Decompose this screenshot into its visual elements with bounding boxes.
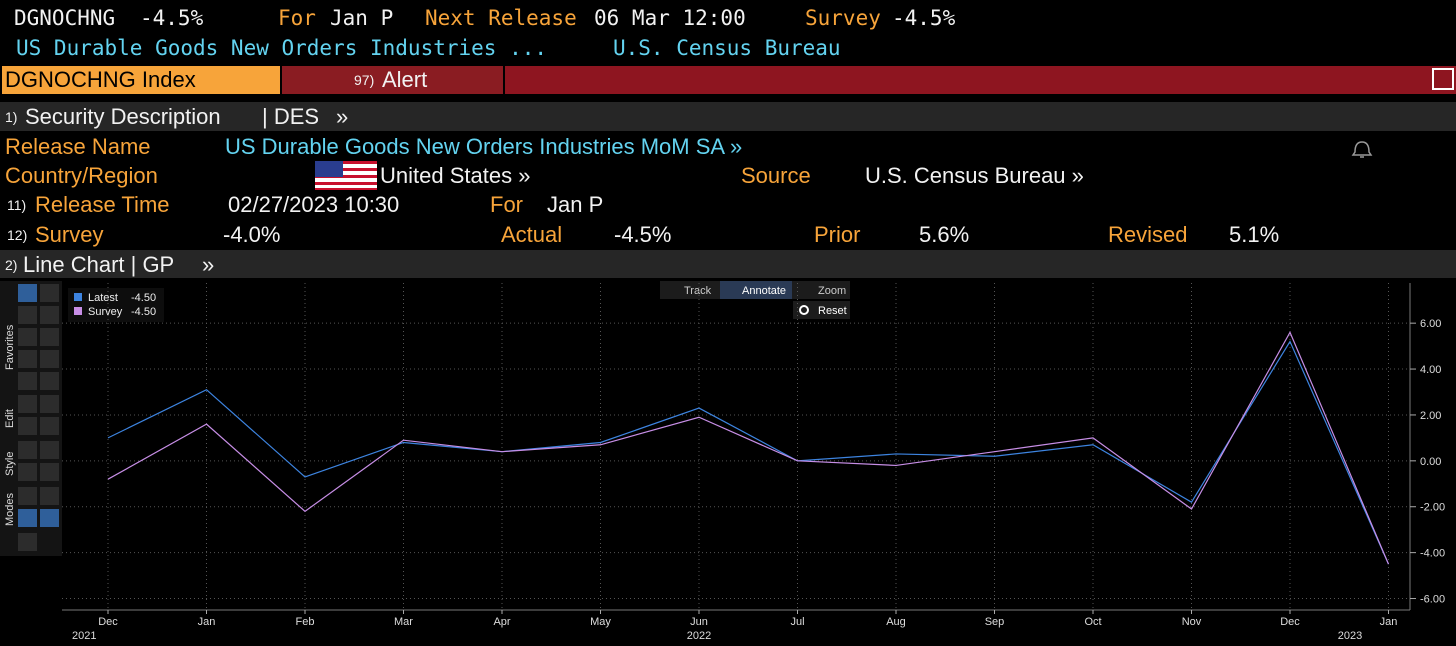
label: Next Release xyxy=(425,6,577,30)
legend-name: Survey xyxy=(88,306,123,318)
menu-number: 12) xyxy=(7,227,28,243)
tab-bar xyxy=(505,66,1456,94)
field-value: -4.5% xyxy=(614,222,672,247)
label: Survey xyxy=(805,6,881,30)
y-tick-label: 4.00 xyxy=(1420,364,1441,376)
field-label: Country/Region xyxy=(5,163,158,188)
legend-name: Latest xyxy=(88,292,118,304)
y-tick-label: 0.00 xyxy=(1420,456,1441,468)
x-tick-label: Aug xyxy=(886,616,906,628)
ticker: DGNOCHNG xyxy=(14,6,116,30)
field-label: For xyxy=(490,192,523,217)
series-line xyxy=(107,330,1390,565)
field-label: Revised xyxy=(1108,222,1188,247)
side-tab[interactable]: Style xyxy=(4,452,16,476)
launch-icon[interactable] xyxy=(1432,68,1454,90)
flag xyxy=(315,161,377,190)
year-label: 2022 xyxy=(687,630,711,642)
y-tick-label: 2.00 xyxy=(1420,410,1441,422)
section-bar xyxy=(0,102,1456,131)
source: U.S. Census Bureau xyxy=(613,36,841,60)
year-label: 2021 xyxy=(72,630,96,642)
legend-value: -4.50 xyxy=(131,292,156,304)
reset-icon xyxy=(799,305,809,315)
security-name: US Durable Goods New Orders Industries .… xyxy=(16,36,548,60)
side-tab[interactable]: Modes xyxy=(4,492,16,526)
x-tick-label: Jun xyxy=(690,616,708,628)
x-tick-label: Mar xyxy=(394,616,413,628)
field-value: 5.1% xyxy=(1229,222,1280,247)
more[interactable]: » xyxy=(336,104,349,129)
field-label: Prior xyxy=(814,222,861,247)
x-tick-label: Oct xyxy=(1084,616,1101,628)
value: Jan P xyxy=(330,6,394,30)
value: -4.5% xyxy=(892,6,956,30)
x-tick-label: Jan xyxy=(1380,616,1398,628)
field-label: Actual xyxy=(501,222,563,247)
x-tick-label: Dec xyxy=(98,616,118,628)
menu-number: 2) xyxy=(5,257,18,273)
x-tick-label: Feb xyxy=(296,616,315,628)
legend-swatch xyxy=(74,307,82,315)
change: -4.5% xyxy=(140,6,204,30)
security-tab-label[interactable]: DGNOCHNG Index xyxy=(5,67,196,92)
field-label: Release Name xyxy=(5,134,151,159)
x-tick-label: Jan xyxy=(198,616,216,628)
label: For xyxy=(278,6,316,30)
y-tick-label: -6.00 xyxy=(1420,594,1445,606)
year-label: 2023 xyxy=(1338,630,1362,642)
x-tick-label: Sep xyxy=(985,616,1005,628)
field-label[interactable]: Release Time xyxy=(35,192,170,217)
security-tab[interactable] xyxy=(2,66,280,94)
field-value[interactable]: US Durable Goods New Orders Industries M… xyxy=(225,134,743,159)
more[interactable]: » xyxy=(202,252,215,277)
x-tick-label: Apr xyxy=(493,616,510,628)
section-title: Security Description xyxy=(25,104,221,129)
field-value[interactable]: U.S. Census Bureau » xyxy=(865,163,1084,188)
side-tab[interactable]: Edit xyxy=(4,409,16,428)
toolbar-zoom[interactable]: Zoom xyxy=(818,285,846,297)
alert-tab[interactable] xyxy=(282,66,503,94)
value: 06 Mar 12:00 xyxy=(594,6,746,30)
y-tick-label: -2.00 xyxy=(1420,502,1445,514)
legend-box xyxy=(68,288,164,322)
bell-icon[interactable] xyxy=(1351,141,1373,158)
y-tick-label: 6.00 xyxy=(1420,318,1441,330)
menu-number: 11) xyxy=(7,197,27,213)
field-label: Source xyxy=(741,163,811,188)
x-tick-label: May xyxy=(590,616,611,628)
section-bar xyxy=(0,250,1456,278)
x-tick-label: Jul xyxy=(790,616,804,628)
x-tick-label: Nov xyxy=(1182,616,1202,628)
toolbar-reset[interactable]: Reset xyxy=(818,305,847,317)
x-tick-label: Dec xyxy=(1280,616,1300,628)
reset-button[interactable] xyxy=(793,301,850,319)
section-title: Line Chart | GP xyxy=(23,252,175,277)
legend-value: -4.50 xyxy=(131,306,156,318)
side-tab[interactable]: Favorites xyxy=(4,324,16,370)
series-line xyxy=(107,340,1390,565)
annotate-button[interactable] xyxy=(720,281,792,299)
field-value[interactable]: United States » xyxy=(380,163,531,188)
alert-label[interactable]: Alert xyxy=(382,67,428,92)
menu-number: 1) xyxy=(5,109,18,125)
field-value: 02/27/2023 10:30 xyxy=(228,192,400,217)
toolbar-track[interactable]: Track xyxy=(684,285,712,297)
toolbar-icons[interactable] xyxy=(18,284,59,551)
field-value: 5.6% xyxy=(919,222,970,247)
field-value: Jan P xyxy=(547,192,604,217)
field-label[interactable]: Survey xyxy=(35,222,104,247)
field-value: -4.0% xyxy=(223,222,281,247)
toolbar-annotate[interactable]: Annotate xyxy=(742,285,786,297)
legend-swatch xyxy=(74,293,82,301)
y-tick-label: -4.00 xyxy=(1420,548,1445,560)
section-code[interactable]: | DES xyxy=(262,104,320,129)
menu-number: 97) xyxy=(354,72,375,88)
